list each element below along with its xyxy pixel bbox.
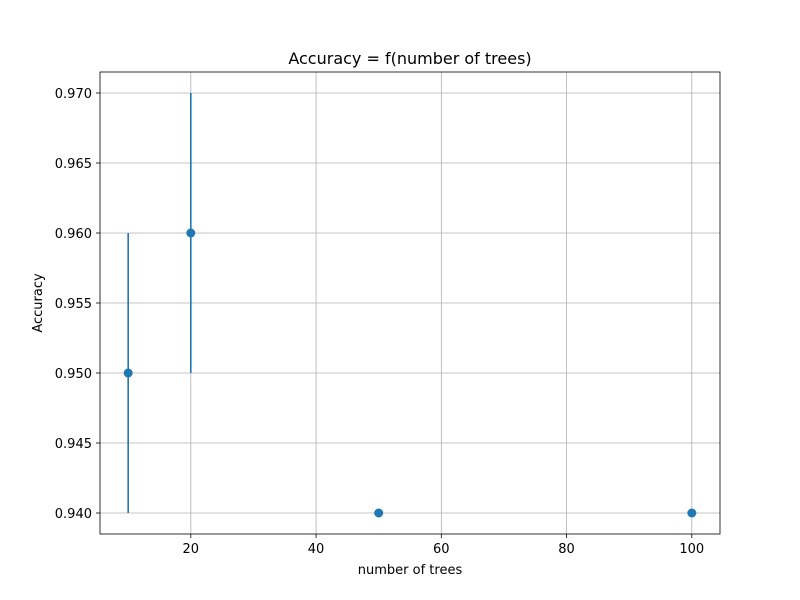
y-axis-ticks: 0.940 0.945 0.950 0.955 0.960 0.965 0.970: [55, 87, 100, 522]
y-tick-label: 0.960: [55, 227, 92, 242]
x-axis-ticks: 20 40 60 80 100: [183, 534, 704, 557]
grid: [100, 72, 720, 534]
y-tick-label: 0.945: [55, 437, 92, 452]
y-tick-label: 0.950: [55, 367, 92, 382]
data-point: [687, 508, 697, 518]
data-point: [123, 368, 133, 378]
y-axis-label: Accuracy: [31, 273, 46, 333]
x-tick-label: 80: [558, 542, 575, 557]
y-tick-label: 0.940: [55, 507, 92, 522]
x-tick-label: 20: [183, 542, 200, 557]
x-tick-label: 100: [679, 542, 704, 557]
data-point: [374, 508, 384, 518]
y-tick-label: 0.970: [55, 87, 92, 102]
x-axis-label: number of trees: [358, 563, 463, 578]
data-points: [123, 228, 697, 518]
y-tick-label: 0.955: [55, 297, 92, 312]
x-tick-label: 60: [433, 542, 450, 557]
chart-title: Accuracy = f(number of trees): [288, 49, 531, 68]
y-tick-label: 0.965: [55, 157, 92, 172]
x-tick-label: 40: [308, 542, 325, 557]
data-point: [186, 228, 196, 238]
